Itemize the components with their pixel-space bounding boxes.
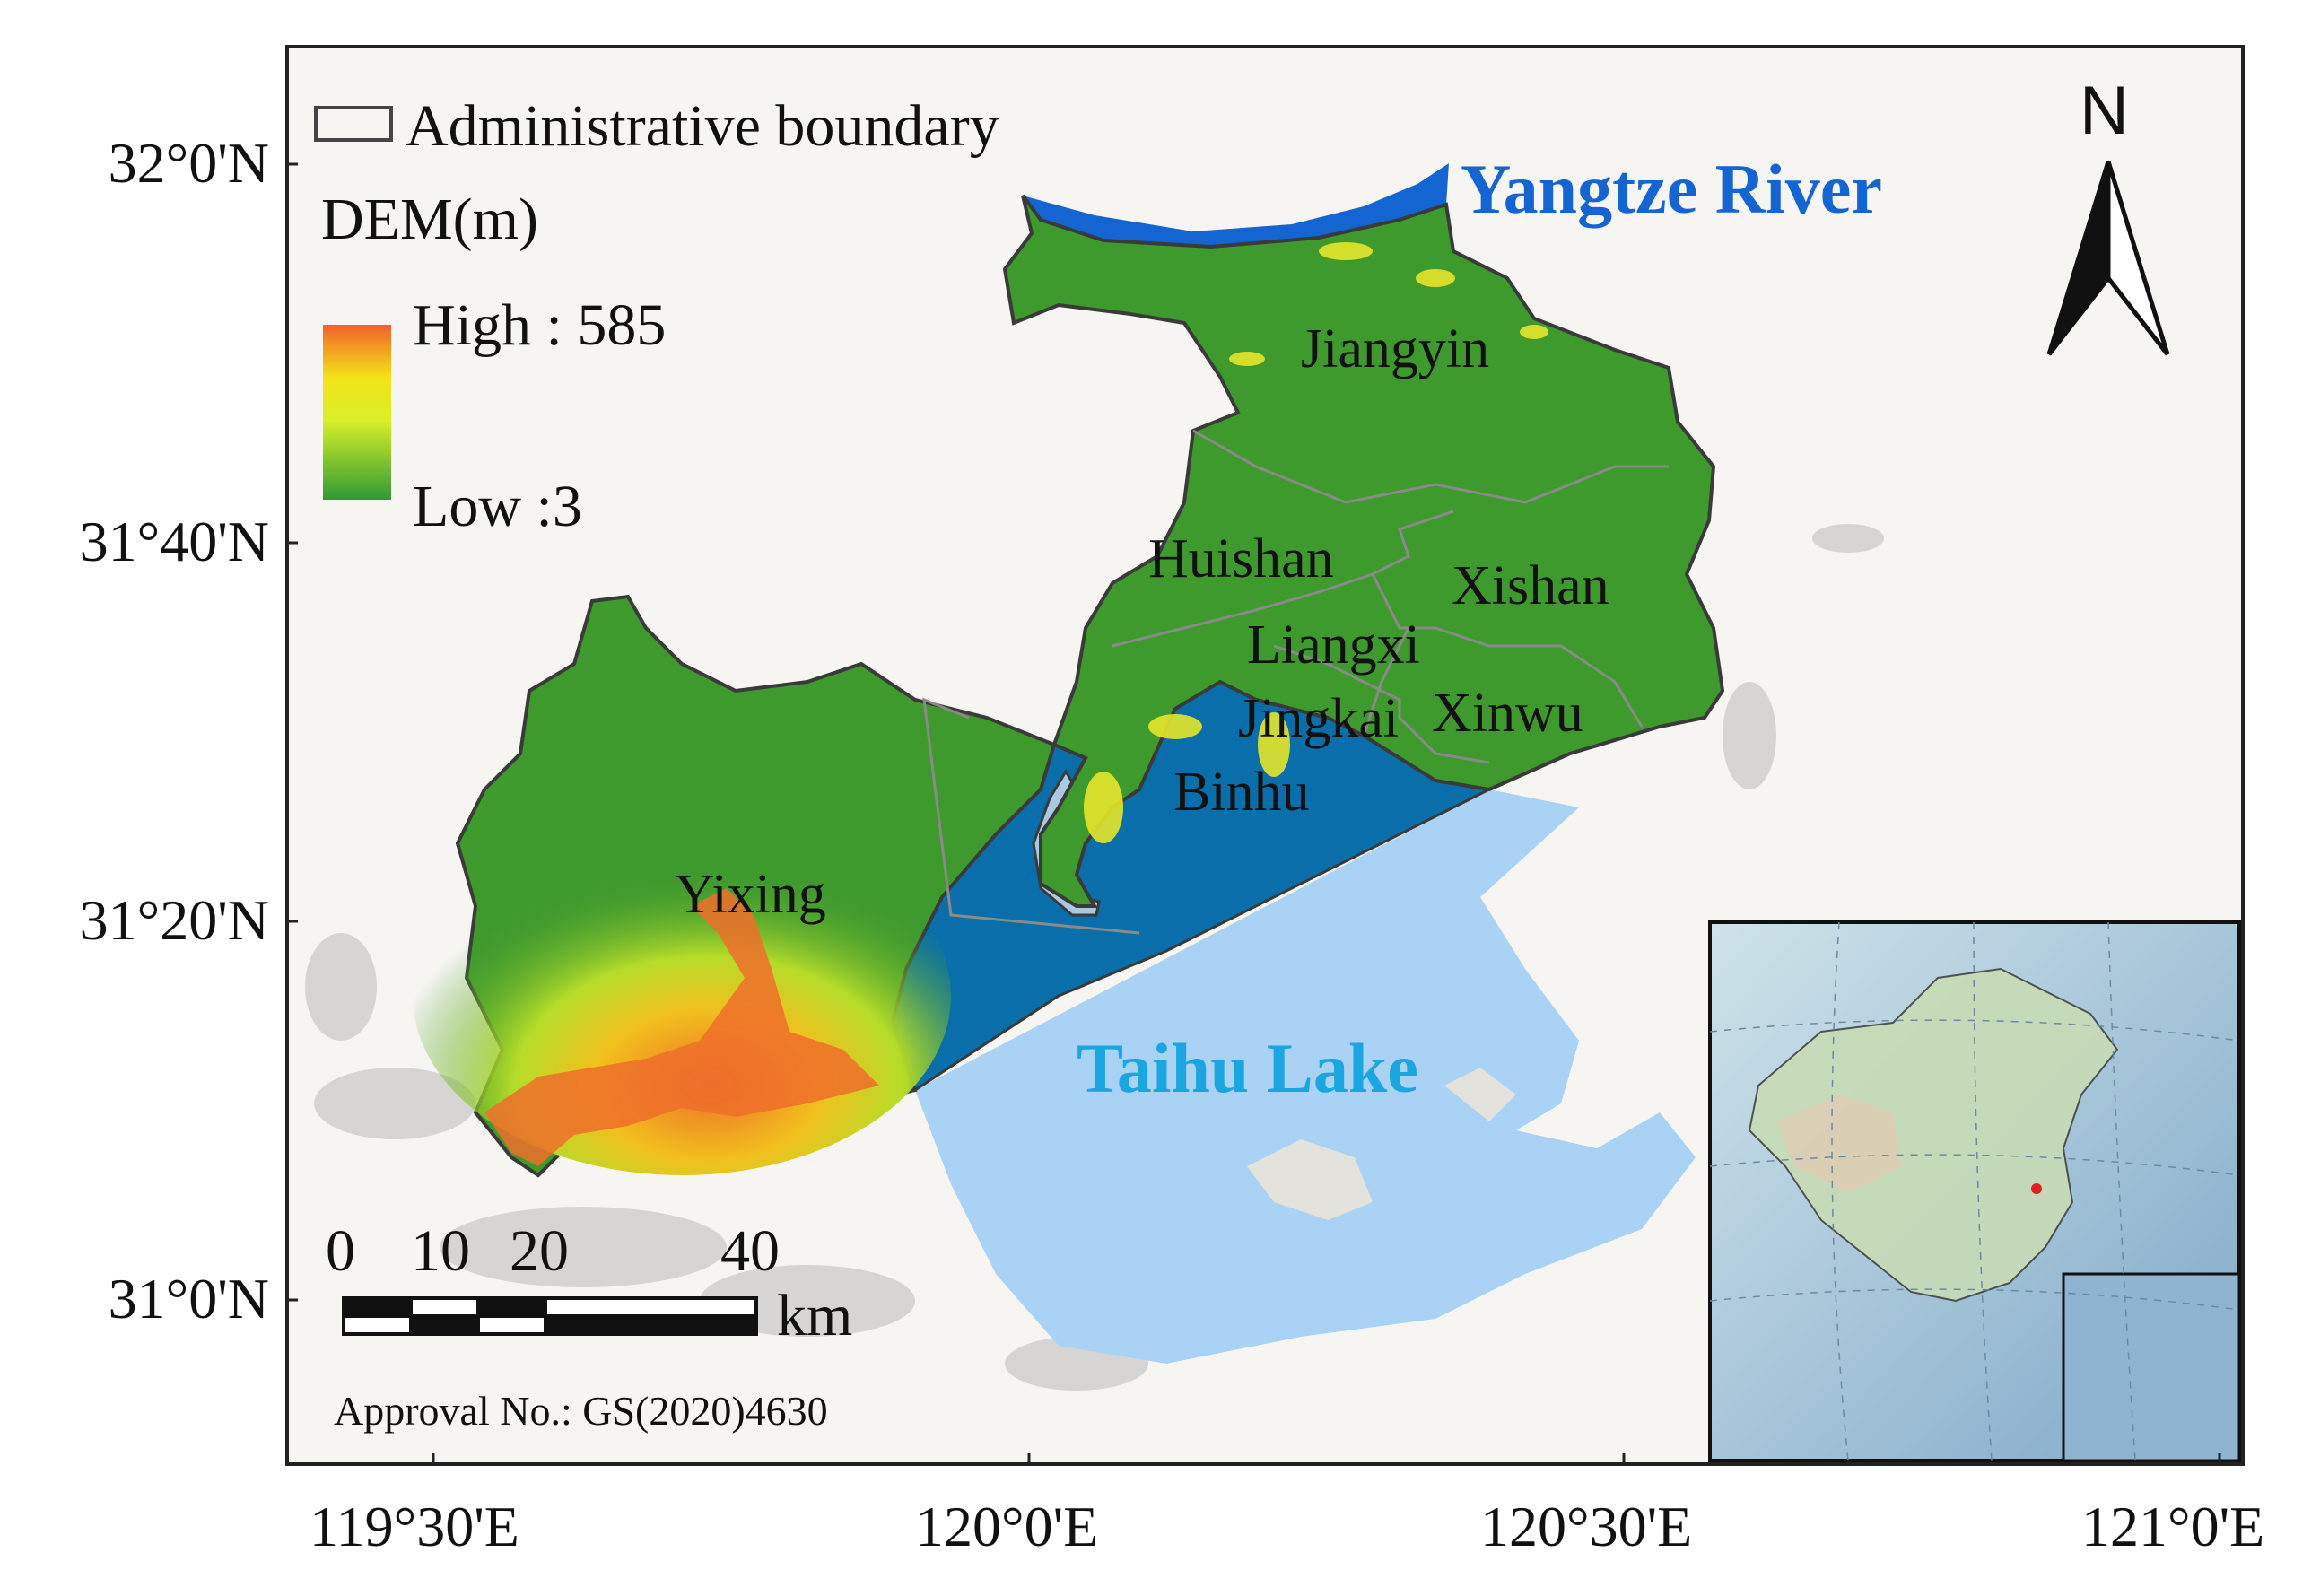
legend-dem-title: DEM(m) [321,187,538,252]
district-label-huishan: Huishan [1148,528,1334,589]
dem-highlights [1084,242,1548,843]
lon-tick-label: 119°30'E [310,1495,519,1558]
lat-tick-label: 31°40'N [79,510,269,573]
legend-high-label: High : 585 [413,292,667,358]
lon-tick-label: 120°0'E [915,1495,1099,1558]
lon-tick-label: 121°0'E [2081,1495,2265,1558]
boundary-legend-icon [314,106,393,142]
lat-tick-label: 31°0'N [108,1267,269,1330]
district-label-yixing: Yixing [675,864,826,925]
scale-tick-label: 20 [510,1218,569,1284]
inset-locator-map [1708,920,2241,1462]
lon-tick-label: 120°30'E [1480,1495,1693,1558]
taihu-island [1247,1139,1373,1220]
yangtze-river [1023,163,1449,247]
dem-color-ramp [323,325,391,500]
north-arrow-icon [2046,161,2170,356]
district-label-jiangyin: Jiangyin [1301,318,1490,379]
scale-tick-label: 40 [720,1218,780,1284]
scale-tick-label: 0 [326,1218,355,1284]
taihu-lake-outer [915,789,1696,1364]
approval-number: Approval No.: GS(2020)4630 [334,1388,828,1434]
district-label-liangxi: Liangxi [1247,615,1420,676]
district-boundaries [922,429,1669,935]
district-label-xishan: Xishan [1452,555,1609,616]
district-label-binhu: Binhu [1173,762,1310,823]
south-china-sea-inset [2062,1272,2241,1462]
taihu-lake-label: Taihu Lake [1077,1029,1418,1107]
legend-low-label: Low :3 [413,474,582,539]
legend-boundary-label: Administrative boundary [406,93,999,159]
scale-unit-label: km [777,1283,853,1348]
axis-ticks [287,162,2221,1464]
lat-tick-label: 31°20'N [79,888,269,952]
district-label-jingkai: Jingkai [1238,688,1400,749]
district-label-xinwu: Xinwu [1432,683,1583,744]
study-area-marker [2031,1183,2042,1194]
scale-tick-label: 10 [411,1218,470,1284]
yangtze-river-label: Yangtze River [1461,150,1883,228]
lat-tick-label: 32°0'N [108,131,269,195]
wuxi-north-land [1002,194,1725,908]
china-outline [1748,967,2119,1303]
taihu-island [1444,1068,1516,1121]
tibet-region [1776,1095,1902,1193]
yixing-hills-red [484,888,879,1166]
north-label: N [2080,73,2129,149]
scale-bar [342,1296,758,1336]
